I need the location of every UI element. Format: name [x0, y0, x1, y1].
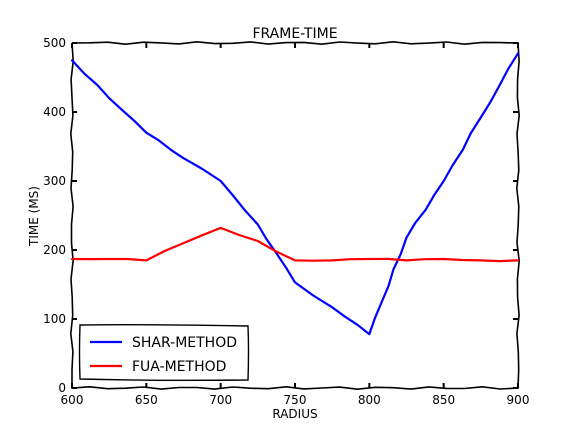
- series-line-shar-method: [70, 52, 520, 336]
- x-axis-title: RADIUS: [272, 407, 317, 421]
- x-tick-label-650: 650: [135, 393, 158, 407]
- x-tick-label-900: 900: [507, 393, 530, 407]
- series-line-fua-method: [70, 226, 520, 263]
- y-tick-label-0: 0: [58, 381, 66, 395]
- x-tick-label-800: 800: [358, 393, 381, 407]
- x-tick-label-850: 850: [432, 393, 455, 407]
- legend-label-fua-method: FUA-METHOD: [132, 359, 226, 375]
- y-axis-title: TIME (MS): [27, 186, 41, 247]
- legend: SHAR-METHOD FUA-METHOD: [78, 323, 250, 382]
- y-tick-label-400: 400: [43, 105, 66, 119]
- chart-title: FRAME-TIME: [252, 26, 337, 42]
- legend-label-shar-method: SHAR-METHOD: [132, 335, 237, 351]
- y-tick-label-500: 500: [43, 36, 66, 50]
- y-tick-label-100: 100: [43, 312, 66, 326]
- x-tick-label-750: 750: [284, 393, 307, 407]
- y-tick-label-200: 200: [43, 243, 66, 257]
- x-tick-label-700: 700: [209, 393, 232, 407]
- x-tick-label-600: 600: [61, 393, 84, 407]
- ticks-layer: 600 650 700 750 800 850 900 0 100 200 300 400 500: [43, 36, 529, 407]
- y-tick-label-300: 300: [43, 174, 66, 188]
- series-layer: [70, 52, 520, 336]
